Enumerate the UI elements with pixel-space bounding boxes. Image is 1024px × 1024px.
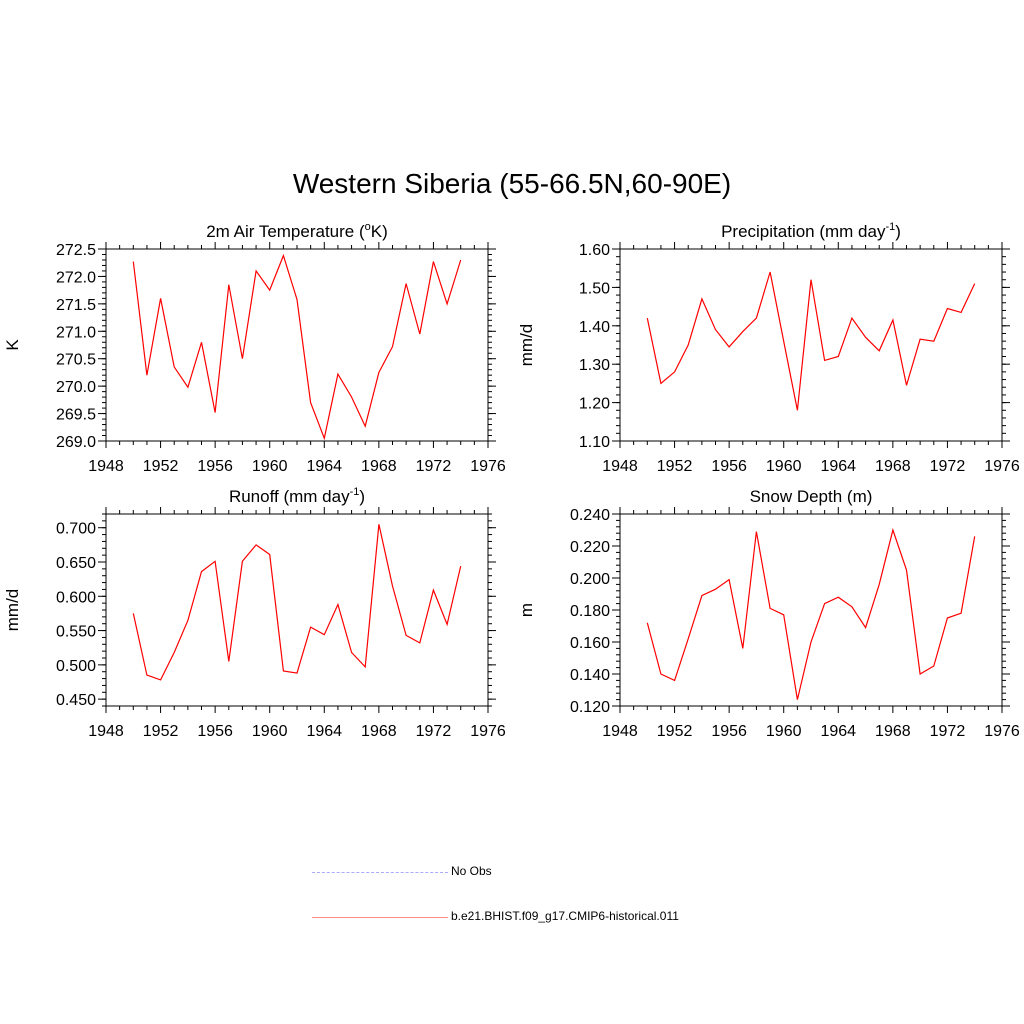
y-tick-label: 0.180 [570,603,610,620]
x-tick-label: 1976 [470,723,506,740]
y-tick-label: 271.5 [56,297,96,314]
x-tick-label: 1952 [657,458,693,475]
y-axis-label: K [3,339,22,351]
x-tick-label: 1972 [416,723,452,740]
x-tick-label: 1964 [306,458,342,475]
y-tick-label: 0.140 [570,667,610,684]
figure-title: Western Siberia (55-66.5N,60-90E) [292,168,732,199]
legend: No Obs b.e21.BHIST.f09_g17.CMIP6-histori… [312,862,772,932]
y-tick-label: 272.5 [56,242,96,259]
x-tick-label: 1952 [657,723,693,740]
x-tick-label: 1968 [361,723,397,740]
x-tick-label: 1956 [711,723,747,740]
x-tick-label: 1956 [197,723,233,740]
x-tick-label: 1960 [252,723,288,740]
x-tick-label: 1956 [711,458,747,475]
x-tick-label: 1968 [361,458,397,475]
panel-title: Snow Depth (m) [750,487,873,506]
x-tick-label: 1956 [197,458,233,475]
y-tick-label: 0.220 [570,539,610,556]
x-tick-label: 1952 [143,458,179,475]
plot-frame [619,513,1003,707]
x-tick-label: 1976 [984,458,1020,475]
y-tick-label: 0.550 [56,624,96,641]
y-tick-label: 0.120 [570,699,610,716]
y-tick-label: 269.5 [56,407,96,424]
plot-frame [619,248,1003,442]
y-tick-label: 0.650 [56,555,96,572]
y-tick-label: 0.240 [570,507,610,524]
series-line [132,524,462,681]
x-tick-label: 1948 [88,458,124,475]
y-tick-label: 270.5 [56,352,96,369]
x-tick-label: 1972 [416,458,452,475]
x-tick-label: 1972 [930,723,966,740]
y-tick-label: 0.500 [56,658,96,675]
y-tick-label: 1.50 [579,280,610,297]
legend-swatch-dashed [312,872,448,873]
y-tick-label: 0.700 [56,521,96,538]
x-tick-label: 1972 [930,458,966,475]
legend-label: b.e21.BHIST.f09_g17.CMIP6-historical.011 [451,909,679,923]
panel-title: Runoff (mm day-1) [229,486,365,506]
x-tick-label: 1948 [88,723,124,740]
x-tick-label: 1964 [820,723,856,740]
panel-title: Precipitation (mm day-1) [721,221,901,241]
y-tick-label: 272.0 [56,269,96,286]
legend-swatch-solid [312,917,448,918]
y-tick-label: 0.600 [56,589,96,606]
y-tick-label: 0.160 [570,635,610,652]
series-line [132,253,462,441]
y-axis-label: m [517,603,536,617]
x-tick-label: 1968 [875,723,911,740]
plot-frame [105,513,489,707]
x-tick-label: 1960 [252,458,288,475]
y-tick-label: 270.0 [56,379,96,396]
y-axis-label: mm/d [3,589,22,632]
x-tick-label: 1948 [602,723,638,740]
x-tick-label: 1948 [602,458,638,475]
y-tick-label: 0.200 [570,571,610,588]
x-tick-label: 1960 [766,458,802,475]
legend-item-no-obs: No Obs [312,862,772,882]
x-tick-label: 1964 [306,723,342,740]
x-tick-label: 1976 [470,458,506,475]
panel-title: 2m Air Temperature (oK) [206,221,388,241]
y-tick-label: 1.20 [579,396,610,413]
y-tick-label: 1.30 [579,357,610,374]
series-line [646,527,976,700]
x-tick-label: 1976 [984,723,1020,740]
y-axis-label: mm/d [517,324,536,367]
y-tick-label: 1.10 [579,434,610,451]
y-tick-label: 1.60 [579,242,610,259]
x-tick-label: 1964 [820,458,856,475]
x-tick-label: 1968 [875,458,911,475]
y-tick-label: 269.0 [56,434,96,451]
series-line [646,271,976,411]
legend-label: No Obs [451,864,492,878]
y-tick-label: 271.0 [56,324,96,341]
x-tick-label: 1960 [766,723,802,740]
y-tick-label: 0.450 [56,692,96,709]
legend-item-model: b.e21.BHIST.f09_g17.CMIP6-historical.011 [312,907,772,927]
x-tick-label: 1952 [143,723,179,740]
y-tick-label: 1.40 [579,319,610,336]
